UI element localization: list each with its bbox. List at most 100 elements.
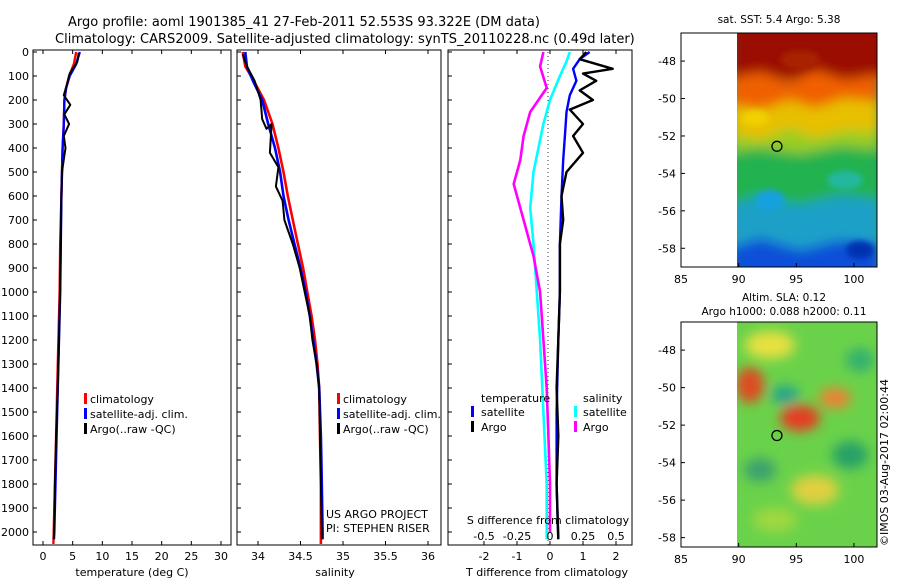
sla-blob-5 xyxy=(771,386,799,404)
sst-patch-1 xyxy=(756,190,784,210)
temperature-legend: climatology satellite-adj. clim. Argo(..… xyxy=(84,393,188,436)
map-y-tick-label: -56 xyxy=(658,494,676,507)
depth-tick-label: 2000 xyxy=(1,526,29,539)
salinity-legend-argo: Argo(..raw -QC) xyxy=(343,423,429,436)
x-tick-label: 1 xyxy=(580,550,587,563)
difference-x-axis: -2 -1 0 1 2 -0.5 -0.25 0 0.25 0.5 xyxy=(473,50,625,563)
copyright-watermark: ©IMOS 03-Aug-2017 02:00:44 xyxy=(878,379,891,546)
map-y-tick-label: -48 xyxy=(658,55,676,68)
salinity-legend-swatch-argo xyxy=(337,423,340,434)
legend-s-satellite: satellite xyxy=(583,406,627,419)
salinity-x-label: salinity xyxy=(315,566,355,579)
sst-patch-3 xyxy=(846,241,874,259)
x-tick-label: -1 xyxy=(512,550,523,563)
map-y-tick-label: -52 xyxy=(658,130,676,143)
x-tick-label: 2 xyxy=(613,550,620,563)
sla-map-title-line-2: Argo h1000: 0.088 h2000: 0.11 xyxy=(701,306,866,318)
s-diff-tick-label: -0.5 xyxy=(473,530,494,543)
series-climatology xyxy=(241,51,323,544)
map-x-tick-label: 90 xyxy=(732,553,746,566)
temperature-legend-argo: Argo(..raw -QC) xyxy=(90,423,176,436)
depth-tick-label: 100 xyxy=(8,70,29,83)
x-tick-label: 35.5 xyxy=(373,550,398,563)
sst-patch-5 xyxy=(741,110,769,126)
project-annotation-line-2: PI: STEPHEN RISER xyxy=(326,522,430,535)
sst-band-blue xyxy=(737,238,877,267)
depth-tick-label: 0 xyxy=(22,46,29,59)
sst-map-field xyxy=(737,33,877,267)
temperature-x-label: temperature (deg C) xyxy=(75,566,188,579)
sla-blob-8 xyxy=(744,458,776,482)
depth-tick-label: 400 xyxy=(8,142,29,155)
x-tick-label: 20 xyxy=(155,550,169,563)
map-x-tick-label: 100 xyxy=(843,273,864,286)
salinity-legend: climatology satellite-adj. clim. Argo(..… xyxy=(337,393,441,436)
map-y-tick-label: -50 xyxy=(658,382,676,395)
depth-tick-label: 1400 xyxy=(1,382,29,395)
float-position-marker xyxy=(771,140,783,152)
series-t-satellite xyxy=(555,51,591,540)
x-tick-label: 0 xyxy=(40,550,47,563)
x-tick-label: 34 xyxy=(251,550,265,563)
legend-t-argo-swatch xyxy=(471,421,474,432)
depth-tick-label: 500 xyxy=(8,166,29,179)
sst-map-title: sat. SST: 5.4 Argo: 5.38 xyxy=(718,14,841,26)
t-difference-axis-label: T difference from climatology xyxy=(465,566,628,579)
map-x-tick-label: 100 xyxy=(843,553,864,566)
sla-blob-10 xyxy=(753,508,797,532)
sla-blob-4 xyxy=(819,388,851,408)
map-x-tick-label: 95 xyxy=(789,553,803,566)
series-s-satellite xyxy=(528,51,572,540)
legend-t-argo: Argo xyxy=(481,421,507,434)
series-s-argo xyxy=(512,51,552,532)
legend-t-satellite-swatch xyxy=(471,406,474,417)
figure-title-line-2: Climatology: CARS2009. Satellite-adjuste… xyxy=(55,32,635,47)
legend-salinity-title: salinity xyxy=(583,392,623,405)
x-tick-label: -2 xyxy=(479,550,490,563)
s-diff-tick-label: 0.5 xyxy=(607,530,625,543)
temperature-legend-swatch-satellite xyxy=(84,408,87,419)
map-y-tick-label: -56 xyxy=(658,205,676,218)
temperature-legend-satellite: satellite-adj. clim. xyxy=(90,408,188,421)
x-tick-label: 15 xyxy=(125,550,139,563)
depth-tick-label: 1300 xyxy=(1,358,29,371)
sla-map-frame xyxy=(680,321,878,548)
sst-patch-2 xyxy=(827,171,863,189)
s-diff-tick-label: 0.25 xyxy=(571,530,596,543)
legend-s-argo-swatch xyxy=(574,421,577,432)
depth-tick-label: 1600 xyxy=(1,430,29,443)
x-tick-label: 30 xyxy=(214,550,228,563)
sla-map-title-line-1: Altim. SLA: 0.12 xyxy=(742,292,826,304)
difference-series xyxy=(512,51,614,540)
depth-tick-label: 1700 xyxy=(1,454,29,467)
depth-tick-label: 1200 xyxy=(1,334,29,347)
depth-tick-label: 1500 xyxy=(1,406,29,419)
sla-map-field xyxy=(737,322,877,547)
depth-tick-label: 900 xyxy=(8,262,29,275)
depth-tick-label: 800 xyxy=(8,238,29,251)
difference-legend: temperature satellite Argo salinity sate… xyxy=(471,392,627,434)
map-x-tick-label: 85 xyxy=(674,553,688,566)
depth-tick-label: 200 xyxy=(8,94,29,107)
depth-tick-label: 600 xyxy=(8,190,29,203)
map-y-tick-label: -50 xyxy=(658,93,676,106)
series-satellite-adj-clim- xyxy=(244,51,324,540)
sst-band-yellow xyxy=(737,98,877,140)
map-x-tick-label: 95 xyxy=(789,273,803,286)
sla-blob-9 xyxy=(832,441,868,469)
series-t-argo xyxy=(555,51,614,540)
x-tick-label: 36 xyxy=(421,550,435,563)
sla-blob-2 xyxy=(737,367,764,403)
project-annotation-line-1: US ARGO PROJECT xyxy=(326,508,428,521)
s-diff-tick-label: 0 xyxy=(547,530,554,543)
map-y-tick-label: -48 xyxy=(658,344,676,357)
sla-blob-7 xyxy=(791,475,839,505)
salinity-legend-climatology: climatology xyxy=(343,393,407,406)
salinity-series xyxy=(241,51,324,544)
figure-title-line-1: Argo profile: aoml 1901385_41 27-Feb-201… xyxy=(68,15,540,30)
map-x-tick-label: 90 xyxy=(732,273,746,286)
series-argo xyxy=(241,54,323,540)
series-satellite-adj-clim- xyxy=(52,51,81,540)
map-y-tick-label: -54 xyxy=(658,457,676,470)
